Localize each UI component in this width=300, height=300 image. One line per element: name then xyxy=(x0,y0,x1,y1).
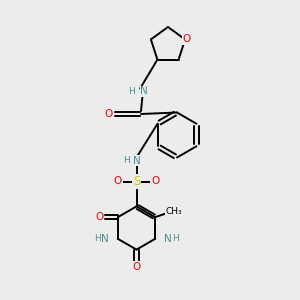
Text: H: H xyxy=(94,234,100,243)
Text: N: N xyxy=(164,234,172,244)
Text: CH₃: CH₃ xyxy=(166,207,182,216)
Text: N: N xyxy=(140,86,148,97)
Text: O: O xyxy=(95,212,103,222)
Text: O: O xyxy=(114,176,122,187)
Text: O: O xyxy=(132,262,141,272)
Text: O: O xyxy=(182,34,191,44)
Text: H: H xyxy=(172,234,179,243)
Text: S: S xyxy=(133,175,140,188)
Text: O: O xyxy=(151,176,159,187)
Text: O: O xyxy=(105,109,113,119)
Text: N: N xyxy=(101,234,109,244)
Text: H: H xyxy=(129,87,135,96)
Text: H: H xyxy=(124,156,130,165)
Text: N: N xyxy=(133,155,141,166)
